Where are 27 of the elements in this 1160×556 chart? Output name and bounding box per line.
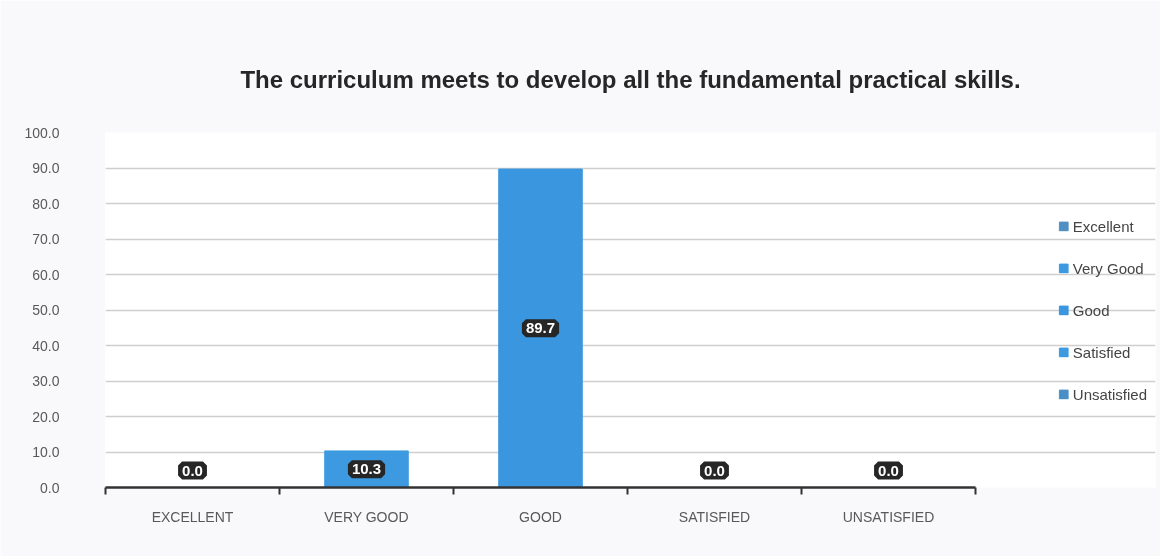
data-label: 10.3 (351, 460, 382, 478)
y-tick-label: 40.0 (32, 337, 60, 354)
y-tick-label: 80.0 (32, 195, 60, 212)
legend-label: Very Good (1072, 259, 1144, 276)
y-tick-label: 0.0 (40, 479, 60, 496)
data-label: 0.0 (878, 461, 899, 479)
legend-label: Good (1072, 301, 1110, 318)
legend-label: Excellent (1072, 217, 1134, 234)
data-label: 0.0 (182, 461, 203, 479)
y-tick-label: 10.0 (32, 444, 60, 460)
y-tick-label: 90.0 (32, 160, 60, 176)
y-tick-label: 20.0 (32, 408, 60, 425)
y-tick-label: 50.0 (32, 302, 60, 318)
legend-label: Satisfied (1072, 343, 1131, 360)
data-label: 0.0 (704, 461, 725, 479)
legend-label: Unsatisfied (1072, 385, 1147, 402)
x-tick-label: VERY GOOD (324, 508, 409, 525)
data-label: 89.7 (525, 319, 556, 337)
y-tick-label: 30.0 (32, 373, 60, 389)
y-tick-label: 100.0 (24, 124, 60, 141)
x-tick-label: GOOD (519, 508, 562, 525)
y-tick-label: 70.0 (32, 231, 60, 247)
x-tick-label: SATISFIED (678, 508, 751, 525)
chart-title: The curriculum meets to develop all the fundamental practical skills. (240, 65, 1021, 93)
x-tick-label: UNSATISFIED (842, 508, 935, 525)
y-tick-label: 60.0 (32, 266, 60, 283)
x-tick-label: EXCELLENT (151, 508, 234, 525)
